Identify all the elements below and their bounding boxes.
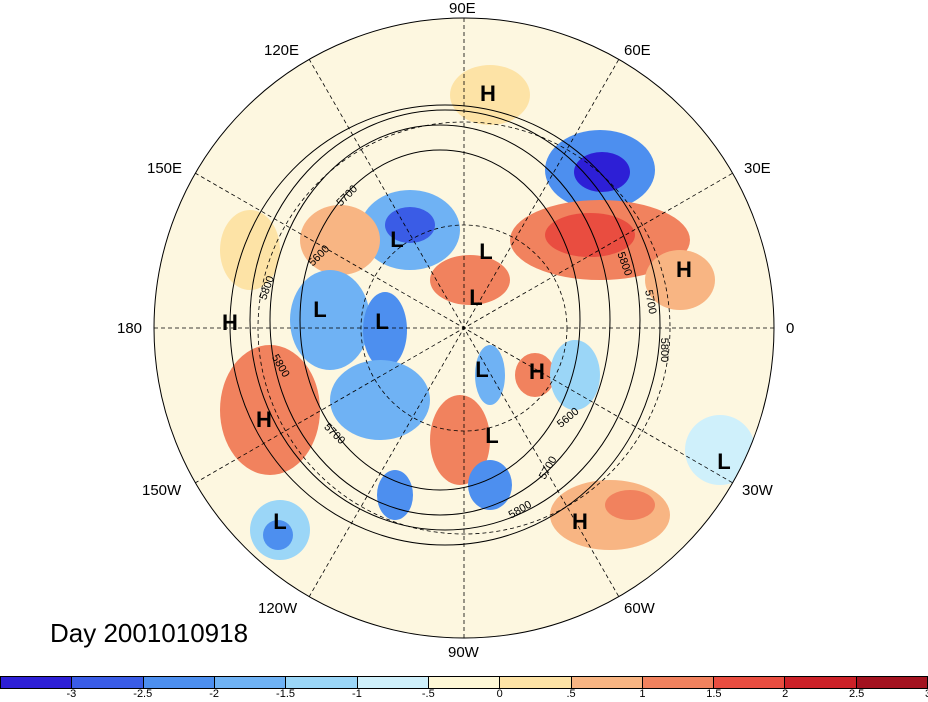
anomaly-blob	[377, 470, 413, 520]
colorbar-tick-label: 0	[496, 688, 503, 700]
colorbar-swatch	[571, 677, 643, 688]
colorbar-tick-label: -.5	[421, 688, 435, 700]
low-pressure-marker: L	[717, 449, 731, 474]
latitude-circle	[257, 121, 671, 535]
colorbar-swatch	[1, 677, 73, 688]
low-pressure-marker: L	[273, 509, 287, 534]
lon-label-0: 0	[786, 320, 795, 337]
high-pressure-marker: H	[529, 359, 545, 384]
anomaly-blob	[300, 205, 380, 275]
colorbar-tick-label: 2.5	[848, 688, 865, 700]
anomaly-blob	[430, 395, 490, 485]
low-pressure-marker: L	[469, 285, 483, 310]
height-contour	[249, 109, 641, 531]
colorbar-swatch	[72, 677, 144, 688]
lon-label-150w: 150W	[142, 482, 182, 499]
anomaly-blob	[545, 213, 635, 257]
anomaly-blob	[605, 490, 655, 520]
anomaly-blob	[220, 345, 320, 475]
colorbar-swatch	[357, 677, 429, 688]
anomaly-blob	[550, 340, 600, 410]
high-pressure-marker: H	[676, 257, 692, 282]
colorbar-swatch	[642, 677, 715, 688]
high-pressure-marker: H	[480, 81, 496, 106]
lon-label-120e: 120E	[264, 42, 300, 59]
anomaly-blob	[263, 520, 293, 550]
anomaly-blob	[685, 415, 755, 485]
anomaly-blob	[363, 292, 407, 368]
anomaly-blob	[330, 360, 430, 440]
colorbar-tick-label: -1	[352, 688, 362, 700]
lon-label-90e: 90E	[449, 0, 476, 17]
colorbar-swatch	[714, 677, 786, 688]
high-pressure-marker: H	[222, 310, 238, 335]
colorbar-tick-label: -2	[209, 688, 220, 700]
low-pressure-marker: L	[485, 423, 499, 448]
anomaly-blob	[574, 152, 630, 192]
colorbar-swatch	[785, 677, 857, 688]
anomaly-blob	[430, 255, 510, 305]
contour-label: 5800	[658, 337, 671, 363]
low-pressure-marker: L	[475, 357, 489, 382]
colorbar-tick-label: 1.5	[706, 688, 722, 700]
low-pressure-marker: L	[390, 227, 404, 252]
height-contour	[229, 104, 661, 546]
colorbar-swatch	[286, 677, 358, 688]
anomaly-blob	[450, 65, 530, 125]
lon-label-30e: 30E	[744, 160, 771, 177]
colorbar	[0, 676, 928, 689]
anomaly-blob	[645, 250, 715, 310]
lon-label-120w: 120W	[258, 600, 298, 617]
anomaly-blob	[475, 345, 505, 405]
low-pressure-marker: L	[479, 239, 493, 264]
lon-label-150e: 150E	[147, 160, 183, 177]
lon-label-180: 180	[117, 320, 143, 337]
anomaly-blob	[220, 210, 280, 290]
high-pressure-marker: H	[572, 509, 588, 534]
colorbar-swatch	[500, 677, 572, 688]
colorbar-tick-label: -1.5	[276, 688, 296, 700]
colorbar-tick-label: 2	[782, 688, 789, 700]
colorbar-swatch	[856, 677, 928, 688]
colorbar-swatch	[214, 677, 287, 688]
colorbar-tick-label: 1	[639, 688, 646, 700]
anomaly-blob	[290, 270, 370, 370]
lon-label-60w: 60W	[624, 600, 655, 617]
map-title: Day 2001010918	[50, 618, 249, 648]
colorbar-tick-label: .5	[566, 688, 576, 700]
low-pressure-marker: L	[375, 309, 389, 334]
lon-label-90w: 90W	[448, 644, 479, 661]
height-contour	[269, 124, 611, 516]
colorbar-tick-label: 3	[925, 688, 928, 700]
colorbar-swatch	[143, 677, 215, 688]
map-border	[153, 17, 775, 639]
meridian-line	[308, 58, 620, 598]
anomaly-blob	[515, 353, 555, 397]
colorbar-tick-label: -3	[66, 688, 77, 700]
lon-label-30w: 30W	[742, 482, 773, 499]
colorbar-swatch	[428, 677, 501, 688]
anomaly-blob	[550, 480, 670, 550]
height-contour	[299, 149, 581, 491]
colorbar-tick-label: -2.5	[133, 688, 153, 700]
high-pressure-marker: H	[256, 407, 272, 432]
low-pressure-marker: L	[313, 297, 327, 322]
lon-label-60e: 60E	[624, 42, 651, 59]
